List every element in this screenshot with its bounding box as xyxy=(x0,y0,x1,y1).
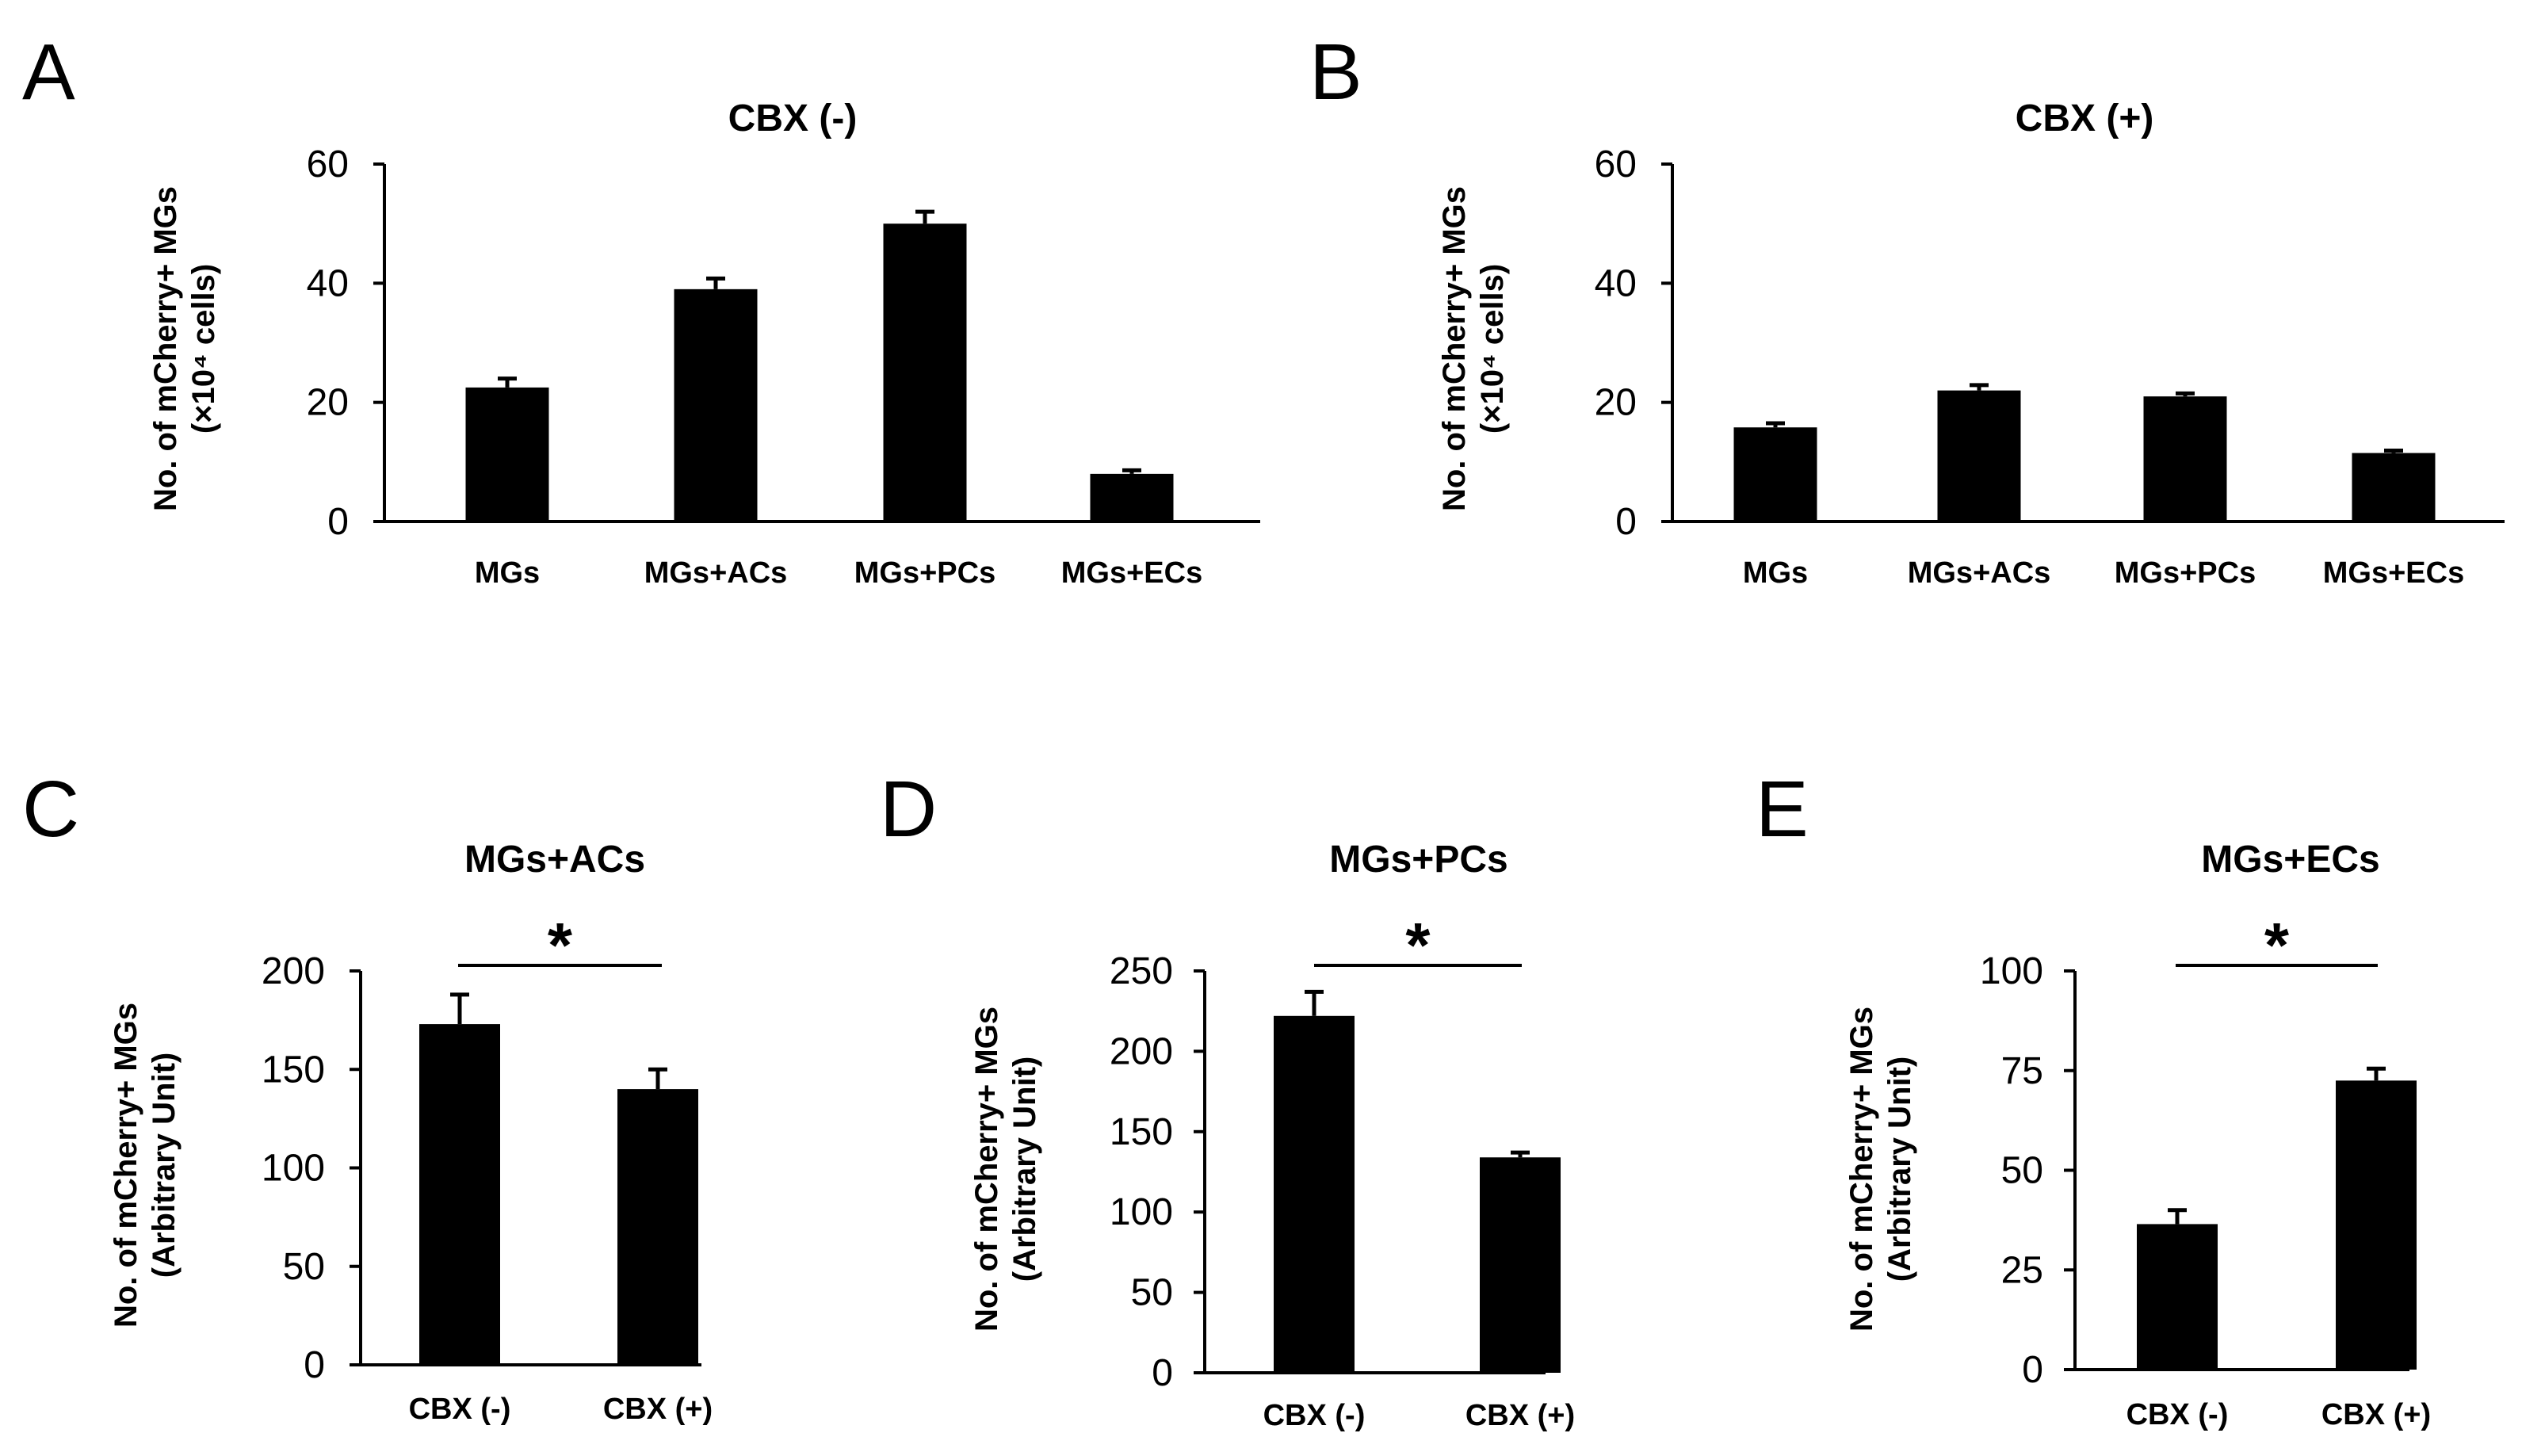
panel-c-category-1: CBX (-) xyxy=(409,1393,511,1426)
panel-c-bar-2 xyxy=(617,1089,698,1365)
panel-c-ylabel-line1: No. of mCherry+ MGs xyxy=(109,1003,143,1328)
panel-c-ytick-label: 200 xyxy=(262,950,325,992)
panel-b-bar-1 xyxy=(1733,427,1817,522)
panel-b-bar-3 xyxy=(2143,396,2227,522)
panel-b-category-1: MGs xyxy=(1743,556,1808,590)
panel-a-ytick-label: 60 xyxy=(307,143,349,185)
panel-a-ylabel-line2: (×10⁴ cells) xyxy=(186,264,221,434)
panel-c-ylabel: No. of mCherry+ MGs (Arbitrary Unit) xyxy=(109,1003,182,1328)
panel-e-bar-1 xyxy=(2137,1224,2218,1370)
panel-d-letter: D xyxy=(880,765,937,854)
panel-d-bar-2 xyxy=(1480,1157,1561,1373)
panel-a-category-2: MGs+ACs xyxy=(644,556,788,590)
panel-d-category-1: CBX (-) xyxy=(1263,1399,1366,1432)
panel-b-bar-4 xyxy=(2352,453,2436,522)
panel-b-ytick-label: 0 xyxy=(1615,501,1637,543)
panel-d: D MGs+PCs 0 50 100 150 200 250 No. of mCherry+ M… xyxy=(880,765,1575,1432)
panel-e-ytick-label: 0 xyxy=(2022,1349,2043,1391)
panel-d-title: MGs+PCs xyxy=(1329,839,1507,881)
panel-e-category-1: CBX (-) xyxy=(2127,1398,2229,1431)
panel-b-ytick-label: 40 xyxy=(1595,262,1637,304)
panel-e-category-2: CBX (+) xyxy=(2321,1398,2431,1431)
panel-d-ylabel-line2: (Arbitrary Unit) xyxy=(1007,1057,1042,1282)
panel-d-ylabel: No. of mCherry+ MGs (Arbitrary Unit) xyxy=(969,1007,1042,1332)
panel-a-category-3: MGs+PCs xyxy=(854,556,995,590)
panel-c-ylabel-line2: (Arbitrary Unit) xyxy=(147,1053,182,1278)
panel-d-ytick-label: 250 xyxy=(1110,950,1173,992)
panel-e-ytick-label: 25 xyxy=(2001,1249,2043,1291)
panel-a-bar-4 xyxy=(1090,473,1174,522)
panel-b-letter: B xyxy=(1309,28,1362,117)
panel-d-ytick-label: 200 xyxy=(1110,1030,1173,1072)
panel-a-ylabel-line1: No. of mCherry+ MGs xyxy=(148,186,183,511)
panel-c-ytick-label: 0 xyxy=(304,1344,325,1386)
panel-e-ytick-label: 100 xyxy=(1980,950,2043,992)
panel-e-ytick-label: 50 xyxy=(2001,1150,2043,1192)
panel-a-title: CBX (-) xyxy=(728,97,858,139)
panel-b-title: CBX (+) xyxy=(2016,97,2154,139)
panel-a-bar-1 xyxy=(465,387,549,522)
panel-b: B CBX (+) 0 20 40 60 No. of mCherry+ MGs (×10⁴ … xyxy=(1309,28,2505,590)
panel-c-title: MGs+ACs xyxy=(464,839,645,881)
panel-a-bar-2 xyxy=(674,289,758,522)
panel-b-bar-2 xyxy=(1937,390,2021,522)
panel-a-ylabel: No. of mCherry+ MGs (×10⁴ cells) xyxy=(148,186,221,511)
panel-c: C MGs+ACs 0 50 100 150 200 No. of mCherry+ MGs(… xyxy=(22,765,713,1426)
panel-b-ytick-label: 60 xyxy=(1595,143,1637,185)
panel-a-ytick-label: 20 xyxy=(307,382,349,424)
panel-a-category-1: MGs xyxy=(475,556,540,590)
panel-e-ylabel-line1: No. of mCherry+ MGs xyxy=(1844,1007,1879,1332)
panel-e-ylabel-line2: (Arbitrary Unit) xyxy=(1882,1057,1917,1282)
panel-b-category-2: MGs+ACs xyxy=(1908,556,2051,590)
panel-d-bar-1 xyxy=(1274,1015,1355,1373)
panel-a: A CBX (-) 0 20 40 60 No. of mCherry+ MGs (×10⁴ … xyxy=(22,28,1260,590)
panel-c-ytick-label: 100 xyxy=(262,1148,325,1190)
panel-b-category-4: MGs+ECs xyxy=(2323,556,2464,590)
panel-e-bar-2 xyxy=(2336,1080,2417,1370)
panel-c-significance-star: * xyxy=(548,910,573,980)
panel-d-ylabel-line1: No. of mCherry+ MGs xyxy=(969,1007,1004,1332)
panel-d-ytick-label: 0 xyxy=(1152,1352,1173,1394)
panel-d-ytick-label: 100 xyxy=(1110,1191,1173,1233)
panel-d-ytick-label: 150 xyxy=(1110,1111,1173,1153)
panel-b-ylabel-line1: No. of mCherry+ MGs xyxy=(1437,186,1472,511)
panel-a-ytick-label: 0 xyxy=(327,501,349,543)
panel-a-ytick-label: 40 xyxy=(307,262,349,304)
panel-c-category-2: CBX (+) xyxy=(603,1393,713,1426)
panel-d-significance-star: * xyxy=(1405,910,1431,980)
panel-b-category-3: MGs+PCs xyxy=(2115,556,2256,590)
panel-b-ylabel: No. of mCherry+ MGs (×10⁴ cells) xyxy=(1437,186,1510,511)
panel-e-ylabel: No. of mCherry+ MGs (Arbitrary Unit) xyxy=(1844,1007,1917,1332)
panel-d-category-2: CBX (+) xyxy=(1465,1399,1575,1432)
panel-e: E MGs+ECs 0 25 50 75 100 No. of mCherry+ MGs (Ar… xyxy=(1756,765,2431,1431)
panel-a-category-4: MGs+ECs xyxy=(1061,556,1202,590)
panel-a-letter: A xyxy=(22,28,75,117)
panel-a-bar-3 xyxy=(883,224,967,522)
panel-e-letter: E xyxy=(1756,765,1809,854)
panel-e-title: MGs+ECs xyxy=(2201,839,2379,881)
panel-e-significance-star: * xyxy=(2264,910,2290,980)
panel-b-ytick-label: 20 xyxy=(1595,382,1637,424)
panel-c-ytick-label: 50 xyxy=(283,1246,325,1288)
panel-b-ylabel-line2: (×10⁴ cells) xyxy=(1475,264,1510,434)
panel-c-ytick-label: 150 xyxy=(262,1049,325,1091)
panel-c-bar-1 xyxy=(419,1024,500,1365)
panel-d-ytick-label: 50 xyxy=(1131,1272,1173,1314)
panel-e-ytick-label: 75 xyxy=(2001,1050,2043,1092)
panel-c-letter: C xyxy=(22,765,79,854)
